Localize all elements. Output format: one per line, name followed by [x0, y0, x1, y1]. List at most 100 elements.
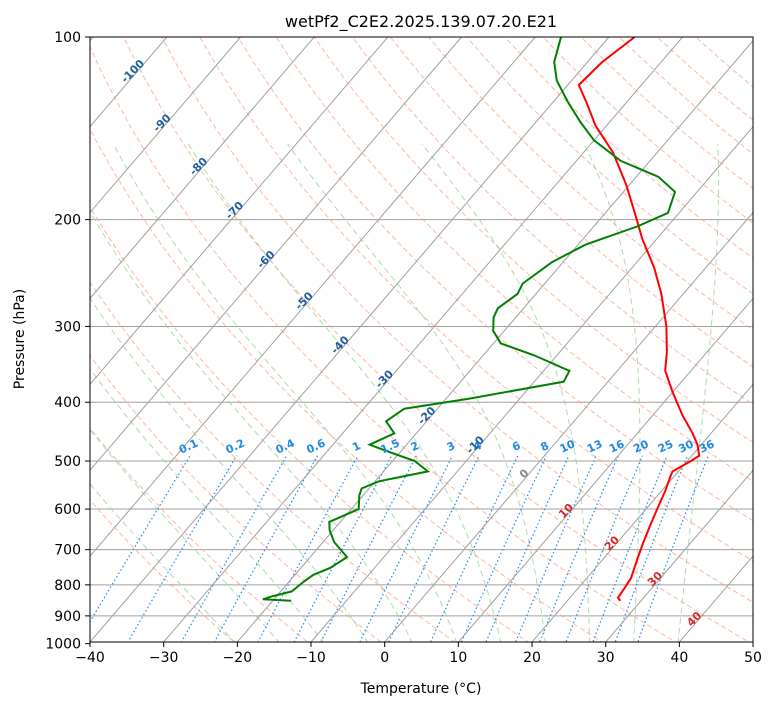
isotherm-line: [531, 383, 753, 642]
mixing-ratio-label: 13: [585, 437, 604, 455]
mixing-ratio-line: [359, 455, 454, 642]
dry-adiabat: [161, 37, 753, 603]
y-tick-label: 900: [54, 609, 81, 625]
isotherm-label: -40: [328, 333, 351, 356]
x-tick-label: 30: [597, 650, 615, 666]
isobar-grid: [90, 37, 753, 617]
moist-adiabat: [421, 143, 591, 642]
mixing-ratio-line: [387, 455, 480, 642]
isotherm-line: [90, 37, 241, 214]
moist-adiabat: [112, 143, 457, 642]
dry-adiabat: [313, 37, 753, 443]
x-tick-label: −30: [149, 650, 179, 666]
mixing-ratio-line: [293, 455, 393, 642]
isotherm-label: -90: [150, 111, 173, 134]
y-tick-label: 100: [54, 30, 81, 46]
y-tick-label: 700: [54, 543, 81, 559]
dry-adiabat: [695, 37, 753, 88]
mixing-ratio-line: [485, 455, 570, 642]
x-tick-label: 50: [744, 650, 762, 666]
mixing-ratio-label: 6: [510, 439, 523, 454]
x-tick-label: 20: [523, 650, 541, 666]
x-tick-label: −20: [223, 650, 253, 666]
dry-adiabat: [90, 206, 530, 642]
mixing-ratio-label: 1: [350, 439, 362, 454]
x-axis-label: Temperature (°C): [360, 681, 482, 697]
isotherm-line: [310, 125, 753, 642]
moist-adiabat: [90, 483, 236, 642]
mixing-ratio-line: [460, 455, 547, 642]
dry-adiabat: [199, 37, 753, 562]
mixing-ratio-lines: [90, 455, 709, 642]
y-tick-label: 200: [54, 213, 81, 229]
mixing-ratio-label: 0.4: [274, 436, 297, 456]
mixing-ratio-line: [539, 455, 619, 642]
x-tick-label: −10: [296, 650, 326, 666]
mixing-ratio-line: [592, 455, 668, 642]
x-tick-label: −40: [75, 650, 105, 666]
dry-adiabat: [542, 37, 753, 224]
mixing-ratio-label: 0.2: [224, 437, 247, 457]
isotherm-line: [163, 37, 683, 642]
y-tick-label: 1000: [45, 637, 81, 653]
isotherm-line: [236, 40, 753, 642]
x-tick-label: 40: [670, 650, 688, 666]
mixing-ratio-line: [320, 455, 417, 642]
y-tick-label: 500: [54, 454, 81, 470]
isotherm-label: -80: [187, 155, 210, 178]
moist-adiabat: [90, 428, 280, 642]
mixing-ratio-label: 16: [607, 437, 627, 455]
dry-adiabat: [90, 499, 235, 642]
y-axis-label: Pressure (hPa): [12, 289, 28, 389]
mixing-ratio-label: 36: [697, 437, 717, 455]
mixing-ratio-line: [637, 455, 709, 642]
mixing-ratio-label: 10: [558, 437, 578, 455]
isotherm-line: [90, 37, 315, 300]
moist-adiabat: [90, 368, 324, 642]
mixing-ratio-line: [257, 455, 359, 642]
y-tick-label: 600: [54, 502, 81, 518]
dry-adiabat: [237, 37, 753, 522]
moist-adiabat: [677, 143, 720, 642]
dry-adiabat: [351, 37, 753, 405]
isotherm-line: [457, 297, 753, 642]
isotherm-line: [605, 469, 753, 642]
mixing-ratio-label: 0.1: [177, 437, 200, 457]
dry-adiabat: [90, 281, 456, 642]
mixing-ratio-line: [614, 455, 689, 642]
mixing-ratio-label: 25: [656, 437, 675, 455]
isotherm-line: [678, 555, 753, 642]
isotherm-label: 40: [684, 609, 704, 629]
dry-adiabat: [504, 37, 753, 259]
dry-adiabat: [123, 37, 750, 642]
dewpoint-profile-line: [262, 37, 677, 602]
dry-adiabat: [90, 128, 603, 642]
dry-adiabat: [275, 37, 753, 482]
in-plot-labels: 0.1 0.2 0.4 0.6 1 1.5 2 3 4 6 8 10 13 16 20 25 30 36-100-…: [119, 57, 717, 629]
isotherm-line: [384, 211, 753, 642]
moist-adiabat: [90, 210, 413, 642]
isotherm-label: -70: [223, 199, 246, 222]
mixing-ratio-line: [90, 455, 191, 623]
mixing-ratio-label: 0.6: [304, 436, 327, 456]
isotherm-label: -100: [119, 57, 148, 86]
mixing-ratio-line: [429, 455, 519, 642]
isotherm-label: 10: [556, 501, 576, 521]
dry-adiabat: [580, 37, 753, 189]
temperature-profile-line: [577, 37, 701, 602]
y-tick-label: 300: [54, 319, 81, 335]
x-tick-label: 0: [380, 650, 389, 666]
isotherm-grid: [90, 37, 753, 642]
dry-adiabat: [657, 37, 753, 121]
dry-adiabat: [618, 37, 753, 155]
moist-adiabat: [583, 143, 641, 642]
mixing-ratio-label: 20: [631, 437, 651, 455]
moist-adiabat: [287, 143, 546, 642]
isotherm-label: 20: [602, 533, 622, 553]
dry-adiabat: [90, 45, 677, 642]
chart-title: wetPf2_C2E2.2025.139.07.20.E21: [285, 12, 557, 32]
y-tick-label: 800: [54, 578, 81, 594]
moist-adiabats: [90, 143, 720, 642]
isotherm-label: 30: [645, 569, 665, 589]
